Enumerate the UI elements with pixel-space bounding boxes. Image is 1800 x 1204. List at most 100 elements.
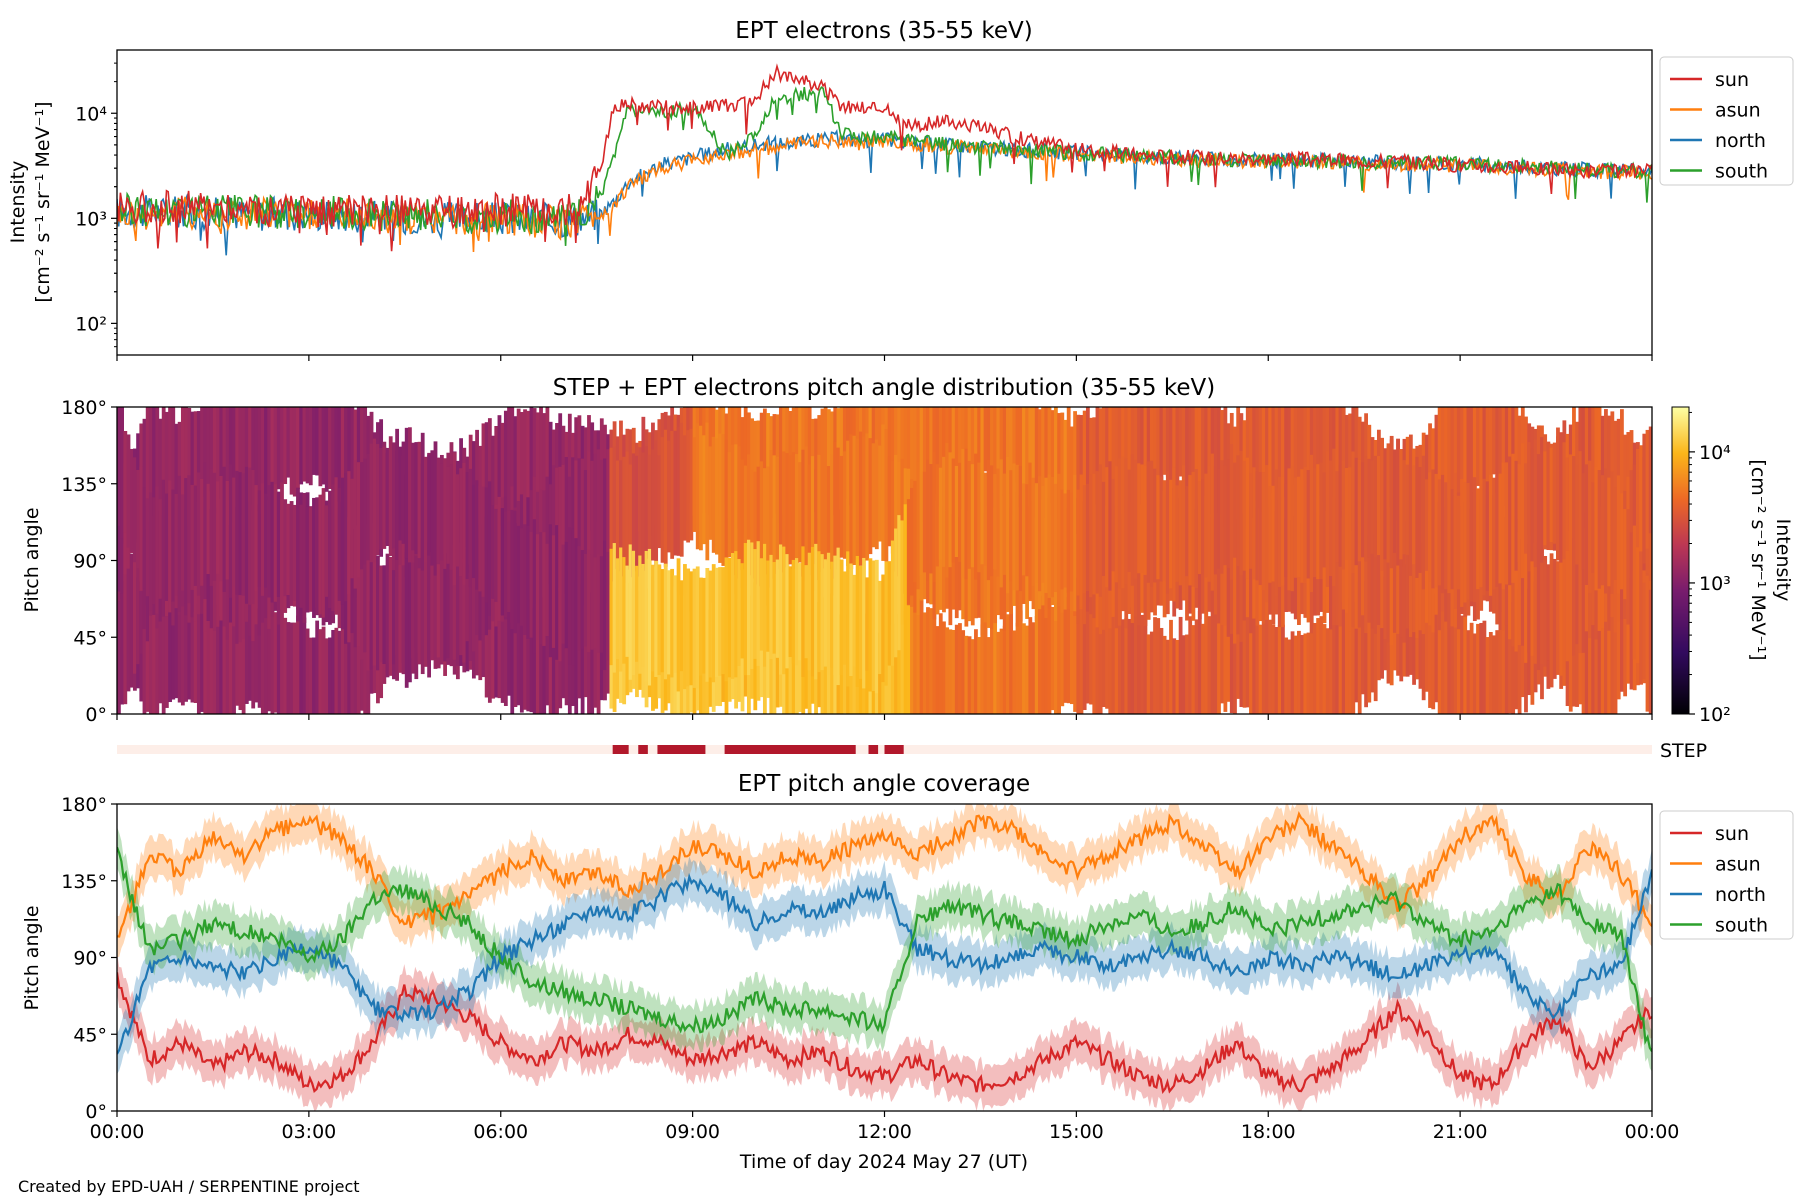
heatmap-cell <box>916 602 921 714</box>
heatmap-cell <box>148 601 153 714</box>
heatmap-cell <box>1041 407 1045 511</box>
heatmap-cell <box>545 407 550 535</box>
heatmap-cell <box>196 472 201 596</box>
heatmap-cell <box>596 554 601 653</box>
heatmap-cell <box>392 442 396 549</box>
heatmap-cell <box>539 407 543 525</box>
heatmap-cell <box>1226 602 1231 702</box>
heatmap-cell <box>1620 493 1624 590</box>
heatmap-cell <box>187 407 192 526</box>
heatmap-cell <box>491 580 495 699</box>
heatmap-cell <box>1047 474 1052 598</box>
x-tick-label: 03:00 <box>281 1121 336 1143</box>
heatmap-cell <box>1252 467 1257 580</box>
heatmap-cell <box>810 456 815 576</box>
heatmap-cell <box>497 590 502 699</box>
heatmap-cell <box>794 454 799 569</box>
heatmap-cell <box>337 487 342 601</box>
heatmap-cell <box>1450 407 1455 503</box>
heatmap-cell <box>1133 459 1138 579</box>
heatmap-cell <box>734 444 738 576</box>
heatmap-cell <box>1530 448 1535 562</box>
heatmap-cell <box>1172 407 1177 490</box>
heatmap-cell <box>424 562 428 667</box>
heatmap-cell <box>251 469 256 605</box>
heatmap-cell <box>855 438 860 561</box>
heatmap-cell <box>209 622 214 714</box>
heatmap-cell <box>267 485 272 598</box>
heatmap-cell <box>491 505 495 599</box>
heatmap-cell <box>1297 476 1301 577</box>
heatmap-cell <box>321 407 326 485</box>
heatmap-cell <box>468 524 473 661</box>
heatmap-cell <box>148 492 153 611</box>
heatmap-cell <box>1210 453 1215 591</box>
heatmap-cell <box>1488 407 1493 492</box>
heatmap-cell <box>1207 465 1212 582</box>
heatmap-cell <box>766 560 770 652</box>
heatmap-cell <box>1047 407 1052 517</box>
heatmap-cell <box>1015 464 1020 591</box>
heatmap-cell <box>321 488 326 618</box>
heatmap-cell <box>1156 407 1161 479</box>
heatmap-cell <box>1376 580 1381 681</box>
heatmap-cell <box>1351 587 1356 714</box>
heatmap-cell <box>1197 611 1202 714</box>
heatmap-cell <box>868 438 873 555</box>
heatmap-cell <box>794 558 799 666</box>
heatmap-cell <box>874 439 879 550</box>
heatmap-cell <box>484 487 489 603</box>
heatmap-cell <box>846 440 850 567</box>
heatmap-cell <box>1101 613 1106 708</box>
heatmap-cell <box>1367 458 1372 558</box>
heatmap-cell <box>1089 417 1093 518</box>
heatmap-cell <box>910 597 914 714</box>
heatmap-cell <box>216 481 220 574</box>
heatmap-cell <box>983 513 988 623</box>
heatmap-cell <box>833 441 838 579</box>
heatmap-cell <box>756 541 761 666</box>
heatmap-cell <box>1437 407 1442 532</box>
heatmap-cell <box>1504 619 1509 714</box>
heatmap-cell <box>216 604 220 714</box>
heatmap-cell <box>929 407 934 508</box>
heatmap-cell <box>804 446 809 582</box>
heatmap-cell <box>264 493 268 588</box>
heatmap-cell <box>1460 407 1464 491</box>
heatmap-cell <box>903 407 908 515</box>
heatmap-cell <box>1389 507 1394 646</box>
heatmap-cell <box>1508 616 1512 714</box>
heatmap-cell <box>155 600 160 714</box>
heatmap-cell <box>1121 456 1125 589</box>
heatmap-cell <box>878 445 882 542</box>
heatmap-cell <box>152 599 156 714</box>
heatmap-cell <box>430 450 435 564</box>
heatmap-cell <box>1511 602 1516 714</box>
heatmap-cell <box>276 407 281 490</box>
heatmap-cell <box>532 603 537 714</box>
heatmap-cell <box>507 604 511 696</box>
heatmap-cell <box>622 456 627 577</box>
heatmap-cell <box>289 407 294 495</box>
heatmap-cell <box>945 442 950 578</box>
heatmap-cell <box>462 462 467 585</box>
heatmap-cell <box>977 407 982 477</box>
heatmap-cell <box>1591 527 1596 626</box>
heatmap-cell <box>577 546 582 651</box>
heatmap-cell <box>529 407 534 523</box>
heatmap-cell <box>318 494 323 615</box>
heatmap-cell <box>1181 465 1186 599</box>
x-tick-label: 00:00 <box>90 1121 145 1143</box>
heatmap-cell <box>312 497 316 618</box>
heatmap-cell <box>516 408 521 524</box>
heatmap-cell <box>337 630 342 714</box>
heatmap-cell <box>1504 462 1509 585</box>
heatmap-cell <box>1360 599 1365 695</box>
heatmap-cell <box>663 429 668 567</box>
heatmap-cell <box>369 549 374 670</box>
heatmap-cell <box>1447 481 1452 594</box>
heatmap-cell <box>158 499 163 599</box>
heatmap-cell <box>344 472 348 602</box>
heatmap-cell <box>363 549 368 653</box>
